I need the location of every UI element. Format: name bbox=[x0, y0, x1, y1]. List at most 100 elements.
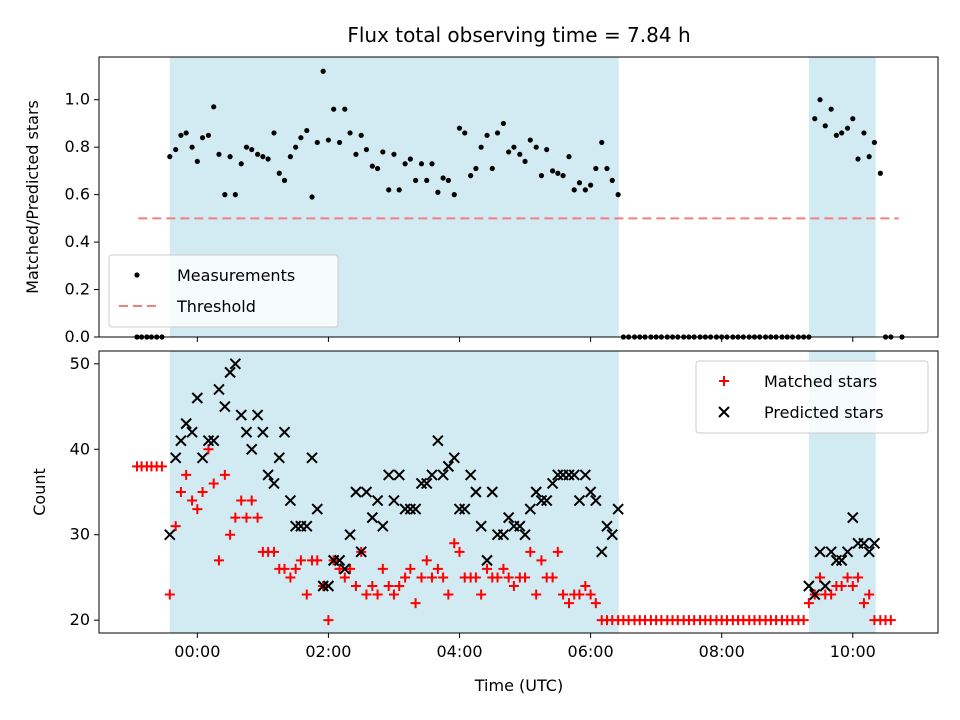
matched-stars-point bbox=[279, 563, 290, 574]
predicted-stars-point bbox=[426, 469, 438, 481]
legend-label: Matched stars bbox=[764, 372, 877, 391]
matched-stars-point bbox=[345, 563, 356, 574]
measurement-point bbox=[549, 168, 556, 174]
observing-interval-shade bbox=[808, 57, 876, 337]
predicted-stars-point bbox=[868, 537, 881, 549]
measurement-point bbox=[817, 97, 823, 103]
predicted-stars-point bbox=[552, 469, 564, 481]
measurement-point bbox=[812, 116, 818, 122]
measurement-point bbox=[418, 161, 425, 167]
legend-marker-matched bbox=[719, 376, 729, 386]
measurement-point bbox=[342, 106, 348, 112]
legend-box bbox=[108, 254, 339, 328]
predicted-stars-point bbox=[180, 417, 192, 430]
measurement-point bbox=[205, 132, 212, 138]
matched-stars-point bbox=[301, 589, 312, 600]
matched-stars-point bbox=[836, 581, 847, 591]
measurement-point bbox=[538, 173, 545, 179]
y-tick-label: 0.8 bbox=[65, 137, 90, 156]
predicted-stars-point bbox=[257, 426, 269, 438]
measurement-point bbox=[484, 132, 490, 138]
predicted-stars-point bbox=[584, 486, 597, 498]
matched-stars-point bbox=[558, 589, 569, 600]
measurement-point bbox=[451, 192, 457, 198]
matched-stars-point bbox=[803, 598, 814, 609]
predicted-stars-point bbox=[459, 503, 471, 515]
legend-box bbox=[695, 360, 929, 434]
matched-stars-point bbox=[170, 521, 181, 532]
measurement-point bbox=[183, 130, 189, 136]
matched-stars-point bbox=[410, 598, 421, 609]
x-tick-label: 00:00 bbox=[174, 642, 220, 661]
legend-marker-predicted bbox=[718, 406, 730, 418]
legend: Measurements Threshold bbox=[108, 254, 339, 328]
predicted-stars-point bbox=[284, 494, 297, 507]
matched-stars-point bbox=[798, 615, 809, 626]
predicted-stars-point bbox=[502, 511, 515, 524]
predicted-stars-point bbox=[535, 494, 548, 507]
matched-stars-point bbox=[536, 555, 547, 566]
measurement-point bbox=[167, 154, 173, 160]
matched-stars-point bbox=[492, 572, 503, 583]
legend: Matched stars Predicted stars bbox=[695, 360, 929, 434]
measurement-point bbox=[588, 182, 594, 188]
matched-stars-point bbox=[438, 572, 449, 583]
matched-stars-point bbox=[241, 512, 252, 523]
matched-stars-point bbox=[531, 589, 542, 600]
measurement-point bbox=[462, 130, 468, 136]
predicted-stars-point bbox=[596, 546, 608, 558]
measurement-point bbox=[527, 137, 533, 143]
predicted-stars-point bbox=[841, 546, 854, 558]
matched-stars-point bbox=[295, 555, 306, 566]
matched-stars-point bbox=[187, 495, 198, 506]
matched-stars-point bbox=[405, 563, 416, 574]
measurement-point bbox=[839, 130, 845, 136]
measurement-point bbox=[309, 194, 315, 200]
measurement-point bbox=[276, 170, 282, 176]
measurement-point bbox=[533, 144, 539, 150]
matched-stars-point bbox=[164, 589, 175, 600]
predicted-stars-point bbox=[262, 469, 274, 481]
predicted-stars-point bbox=[169, 452, 182, 464]
matched-stars-point bbox=[416, 572, 427, 583]
predicted-stars-point bbox=[388, 494, 400, 507]
matched-stars-point bbox=[269, 546, 280, 557]
x-tick-label: 04:00 bbox=[436, 642, 482, 661]
measurement-point bbox=[866, 154, 872, 160]
predicted-stars-point bbox=[355, 546, 367, 558]
predicted-stars-point bbox=[863, 546, 875, 558]
measurement-point bbox=[222, 192, 228, 198]
matched-stars-point bbox=[394, 581, 405, 591]
predicted-stars-point bbox=[579, 469, 592, 481]
predicted-stars-point bbox=[289, 520, 302, 532]
measurement-point bbox=[232, 192, 238, 198]
measurement-point bbox=[243, 144, 250, 150]
predicted-stars-point bbox=[322, 580, 335, 592]
measurement-point bbox=[576, 180, 583, 186]
matched-stars-point bbox=[421, 555, 432, 566]
bottom-plot: 20 30 40 50 00:00 02:00 04:00 06:00 08:00 10:00 Ma… bbox=[70, 351, 939, 661]
predicted-stars-point bbox=[514, 520, 526, 532]
measurement-point bbox=[494, 130, 501, 136]
predicted-stars-point bbox=[448, 452, 460, 464]
matched-stars-point bbox=[361, 589, 372, 600]
predicted-stars-point bbox=[481, 554, 493, 567]
measurement-point bbox=[199, 135, 206, 141]
measurement-point bbox=[555, 170, 561, 176]
matched-stars-point bbox=[508, 581, 519, 591]
predicted-stars-point bbox=[207, 435, 220, 447]
measurement-point bbox=[850, 116, 856, 122]
measurement-point bbox=[871, 139, 878, 146]
matched-stars-point bbox=[312, 555, 323, 566]
predicted-stars-point bbox=[847, 511, 859, 524]
y-tick-label: 0.0 bbox=[65, 327, 90, 346]
measurement-point bbox=[822, 123, 828, 129]
predicted-stars-point bbox=[819, 580, 831, 592]
measurement-point bbox=[828, 106, 834, 112]
predicted-stars-point bbox=[404, 503, 417, 515]
measurement-point bbox=[314, 139, 320, 146]
predicted-stars-point bbox=[175, 435, 187, 447]
matched-stars-point bbox=[383, 581, 394, 591]
predicted-stars-point bbox=[825, 546, 837, 558]
predicted-stars-point bbox=[606, 529, 618, 541]
